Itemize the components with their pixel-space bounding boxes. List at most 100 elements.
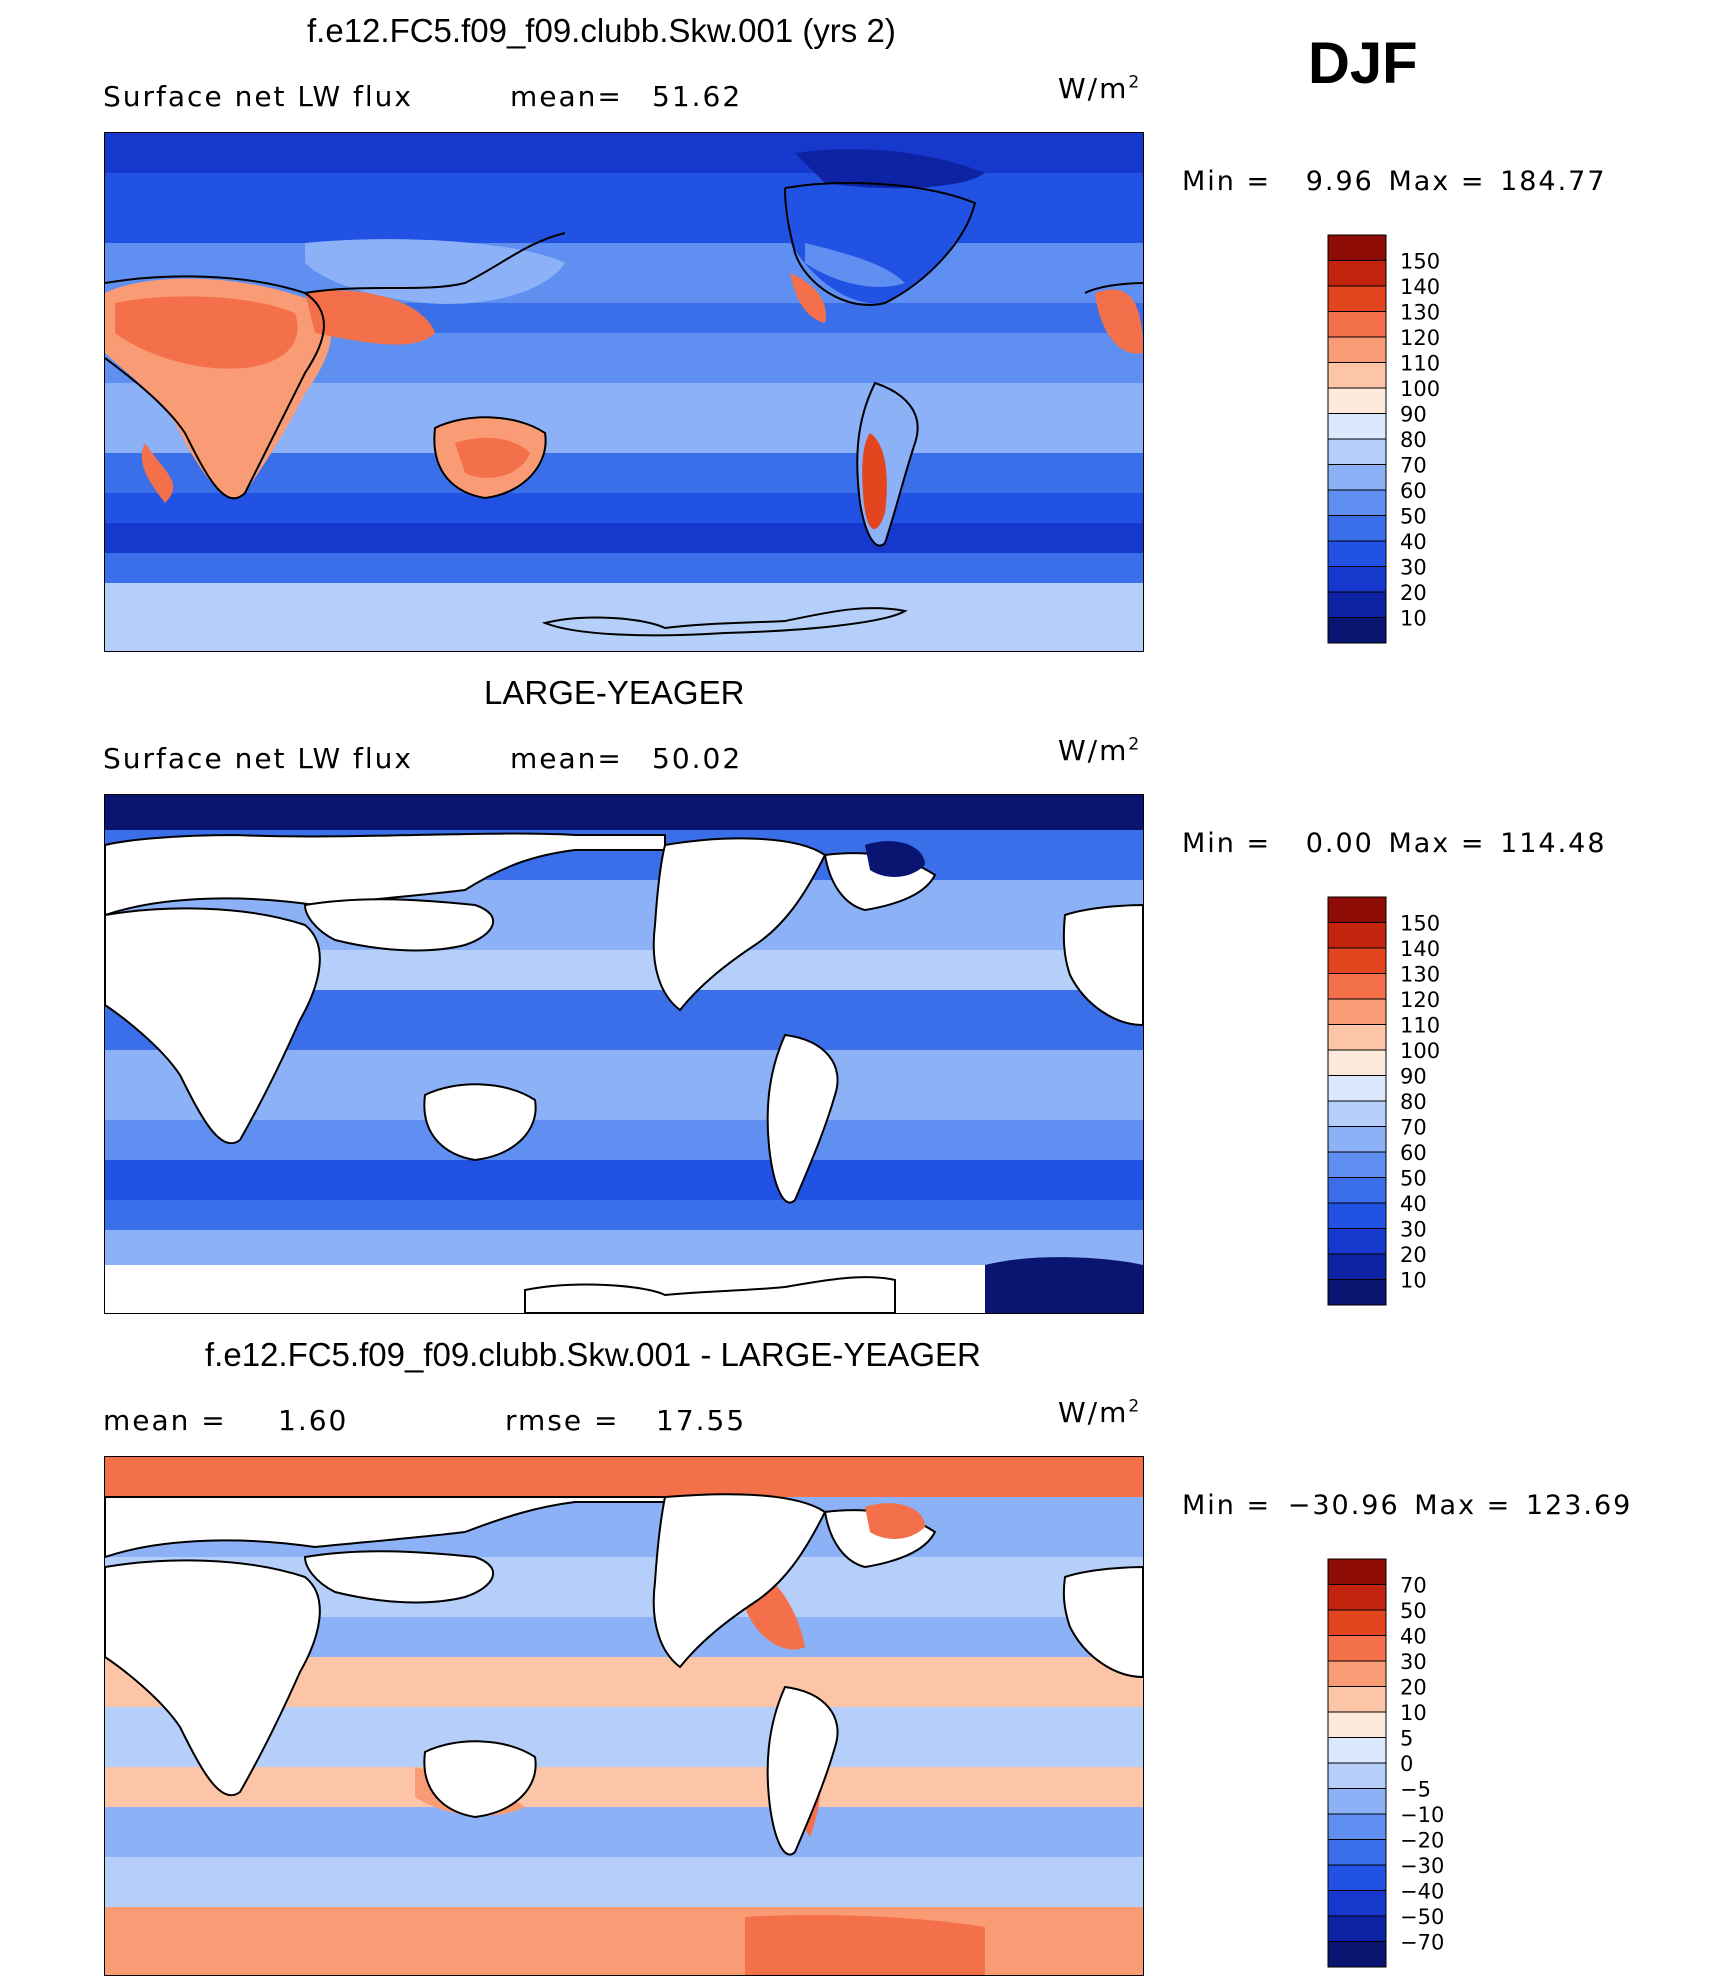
- panel2-min-label: Min =: [1182, 828, 1272, 859]
- colorbar-tick-label: 100: [1400, 377, 1440, 401]
- colorbar-box: [1327, 1253, 1387, 1280]
- panel2-max-label: Max =: [1388, 828, 1486, 859]
- panel2-map: [104, 794, 1144, 1314]
- colorbar-box: [1327, 1941, 1387, 1968]
- panel1-title: f.e12.FC5.f09_f09.clubb.Skw.001 (yrs 2): [307, 12, 896, 49]
- colorbar-tick-label: 20: [1400, 1243, 1427, 1267]
- colorbar-box: [1327, 1558, 1387, 1585]
- colorbar-box: [1327, 1711, 1387, 1738]
- panel2-max-value: 114.48: [1500, 828, 1607, 859]
- colorbar-tick-label: −50: [1400, 1905, 1444, 1929]
- colorbar-box: [1327, 566, 1387, 593]
- panel3-title: f.e12.FC5.f09_f09.clubb.Skw.001 - LARGE-…: [205, 1336, 981, 1373]
- colorbar-box: [1327, 413, 1387, 440]
- colorbar-box: [1327, 998, 1387, 1025]
- panel3-colorbar: 70 50 40 30 20 10 5 0 −5 −10 −20 −30 −40 −50 −70: [1327, 1558, 1467, 1968]
- panel3-max-value: 123.69: [1525, 1490, 1633, 1521]
- panel1-minmax: Min = 9.96 Max = 184.77: [1182, 166, 1607, 197]
- colorbar-tick-label: 100: [1400, 1039, 1440, 1063]
- colorbar-tick-label: 30: [1400, 1650, 1427, 1674]
- colorbar-box: [1327, 896, 1387, 923]
- panel3-minmax: Min = −30.96 Max = 123.69: [1182, 1490, 1632, 1521]
- panel1-colorbar: 150 140 130 120 110 100 90 80 70 60 50 40 30 20 10: [1327, 234, 1447, 644]
- colorbar-tick-label: 70: [1400, 454, 1427, 478]
- colorbar-tick-label: 130: [1400, 301, 1440, 325]
- colorbar-tick-label: 90: [1400, 1065, 1427, 1089]
- panel1-min-value: 9.96: [1305, 166, 1374, 197]
- colorbar-box: [1327, 1024, 1387, 1051]
- colorbar-box: [1327, 1890, 1387, 1917]
- panel3-min-label: Min =: [1182, 1490, 1272, 1521]
- colorbar-tick-label: 50: [1400, 1599, 1427, 1623]
- colorbar-box: [1327, 973, 1387, 1000]
- colorbar-tick-label: 40: [1400, 1192, 1427, 1216]
- colorbar-box: [1327, 1049, 1387, 1076]
- colorbar-box: [1327, 1202, 1387, 1229]
- colorbar-box: [1327, 1839, 1387, 1866]
- season-label: DJF: [1308, 31, 1418, 96]
- colorbar-box: [1327, 1279, 1387, 1306]
- colorbar-tick-label: 140: [1400, 937, 1440, 961]
- panel3-mean-value: 1.60: [278, 1404, 349, 1437]
- colorbar-tick-label: 110: [1400, 1014, 1440, 1038]
- colorbar-tick-label: 10: [1400, 607, 1427, 631]
- colorbar-tick-label: 50: [1400, 505, 1427, 529]
- panel3-mean-label: mean =: [103, 1404, 227, 1437]
- units-base: W/m: [1058, 1396, 1129, 1429]
- colorbar-tick-label: 60: [1400, 1141, 1427, 1165]
- colorbar-tick-label: 110: [1400, 352, 1440, 376]
- colorbar-box: [1327, 1151, 1387, 1178]
- colorbar-tick-label: 0: [1400, 1752, 1413, 1776]
- colorbar-tick-label: −30: [1400, 1854, 1444, 1878]
- panel1-map: [104, 132, 1144, 652]
- colorbar-box: [1327, 362, 1387, 389]
- colorbar-box: [1327, 311, 1387, 338]
- colorbar-box: [1327, 1100, 1387, 1127]
- colorbar-box: [1327, 1228, 1387, 1255]
- colorbar-tick-label: 80: [1400, 1090, 1427, 1114]
- panel1-variable: Surface net LW flux: [103, 80, 413, 113]
- colorbar-tick-label: 150: [1400, 250, 1440, 274]
- colorbar-tick-label: 120: [1400, 988, 1440, 1012]
- colorbar-tick-label: 20: [1400, 1676, 1427, 1700]
- colorbar-tick-label: 10: [1400, 1701, 1427, 1725]
- colorbar-tick-label: 50: [1400, 1167, 1427, 1191]
- colorbar-box: [1327, 1864, 1387, 1891]
- panel1-mean-value: 51.62: [652, 80, 743, 113]
- colorbar-box: [1327, 387, 1387, 414]
- colorbar-box: [1327, 947, 1387, 974]
- panel2-variable: Surface net LW flux: [103, 742, 413, 775]
- panel1-max-value: 184.77: [1500, 166, 1607, 197]
- panel1-min-label: Min =: [1182, 166, 1272, 197]
- panel2-mean-value: 50.02: [652, 742, 743, 775]
- colorbar-box: [1327, 1686, 1387, 1713]
- colorbar-box: [1327, 540, 1387, 567]
- colorbar-box: [1327, 438, 1387, 465]
- panel2-mean-label: mean=: [510, 742, 623, 775]
- panel3-rmse-value: 17.55: [656, 1404, 747, 1437]
- colorbar-tick-label: 10: [1400, 1269, 1427, 1293]
- colorbar-box: [1327, 1788, 1387, 1815]
- colorbar-tick-label: −70: [1400, 1931, 1444, 1955]
- colorbar-box: [1327, 1177, 1387, 1204]
- colorbar-box: [1327, 1584, 1387, 1611]
- colorbar-tick-label: 40: [1400, 1625, 1427, 1649]
- colorbar-box: [1327, 1737, 1387, 1764]
- panel3-map: [104, 1456, 1144, 1976]
- colorbar-tick-label: 30: [1400, 1218, 1427, 1242]
- colorbar-box: [1327, 1635, 1387, 1662]
- panel2-units: W/m2: [1058, 734, 1141, 767]
- colorbar-box: [1327, 1075, 1387, 1102]
- colorbar-tick-label: 60: [1400, 479, 1427, 503]
- colorbar-box: [1327, 234, 1387, 261]
- panel2-minmax: Min = 0.00 Max = 114.48: [1182, 828, 1607, 859]
- units-exp: 2: [1128, 72, 1142, 93]
- panel2-title: LARGE-YEAGER: [484, 674, 745, 711]
- units-exp: 2: [1128, 1396, 1142, 1417]
- colorbar-tick-label: 90: [1400, 403, 1427, 427]
- colorbar-box: [1327, 922, 1387, 949]
- colorbar-box: [1327, 489, 1387, 516]
- panel2-colorbar: 150 140 130 120 110 100 90 80 70 60 50 40 30 20 10: [1327, 896, 1447, 1306]
